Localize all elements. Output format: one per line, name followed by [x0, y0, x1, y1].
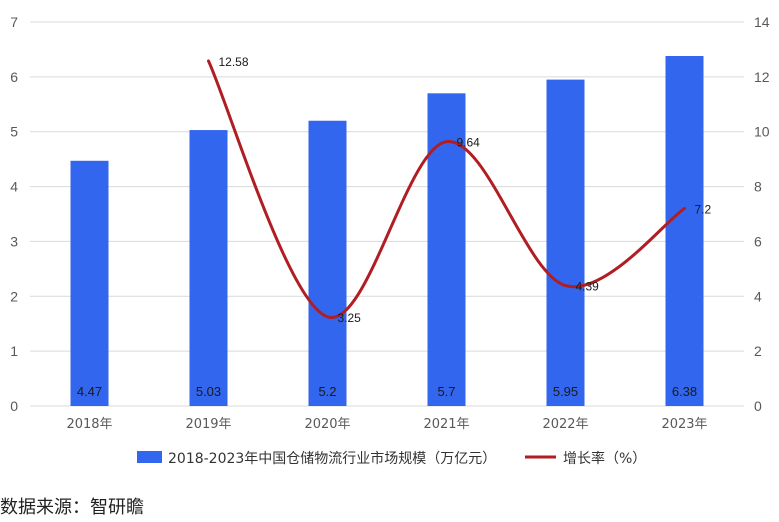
legend-bar-label: 2018-2023年中国仓储物流行业市场规模（万亿元） [168, 450, 496, 467]
x-axis: 2018年 2019年 2020年 2021年 2022年 2023年 [66, 417, 707, 432]
line-value-label: 3.25 [338, 311, 362, 325]
x-tick-label: 2021年 [423, 417, 469, 432]
bar [665, 56, 704, 407]
x-tick-label: 2022年 [542, 417, 588, 432]
y-right-tick-label: 10 [754, 124, 770, 140]
line-value-label: 12.58 [219, 55, 249, 69]
y-right-tick-label: 4 [754, 288, 762, 304]
y-left-tick-label: 0 [10, 398, 18, 414]
bar-value-label: 5.7 [437, 384, 455, 399]
x-tick-label: 2018年 [66, 417, 112, 432]
bar-value-label: 4.47 [77, 384, 102, 399]
y-left-tick-label: 2 [10, 288, 18, 304]
line-series [207, 59, 686, 319]
y-left-tick-label: 5 [10, 124, 18, 140]
y-left-tick-label: 1 [10, 343, 18, 359]
source-note: 数据来源：智研瞻 [0, 497, 144, 518]
y-right-tick-label: 12 [754, 69, 770, 85]
y-axis-right: 0 2 4 6 8 10 12 14 [754, 14, 770, 414]
bar-value-label: 5.2 [318, 384, 336, 399]
growth-rate-line [207, 59, 686, 319]
bar [189, 130, 228, 406]
bar-series [70, 56, 704, 407]
y-right-tick-label: 2 [754, 343, 762, 359]
bar-value-label: 6.38 [672, 384, 697, 399]
data-labels: 4.47 5.03 5.2 5.7 5.95 6.38 12.58 3.25 9.64 4.39 7… [77, 55, 712, 399]
y-left-tick-label: 3 [10, 233, 18, 249]
line-value-label: 7.2 [695, 203, 712, 217]
line-value-label: 4.39 [576, 280, 600, 294]
legend-bar-swatch [137, 451, 162, 463]
x-tick-label: 2023年 [661, 417, 707, 432]
y-left-tick-label: 7 [10, 14, 18, 30]
y-left-tick-label: 6 [10, 69, 18, 85]
bar-value-label: 5.03 [196, 384, 221, 399]
y-right-tick-label: 0 [754, 398, 762, 414]
bar [70, 160, 109, 406]
y-right-tick-label: 14 [754, 14, 770, 30]
x-tick-label: 2019年 [185, 417, 231, 432]
gridlines [30, 21, 744, 407]
y-right-tick-label: 6 [754, 233, 762, 249]
legend-line-label: 增长率（%） [563, 450, 646, 467]
x-tick-label: 2020年 [304, 417, 350, 432]
y-right-tick-label: 8 [754, 179, 762, 195]
bar [546, 79, 585, 406]
bar [308, 120, 347, 406]
y-axis-left: 0 1 2 3 4 5 6 7 [10, 14, 18, 414]
y-left-tick-label: 4 [10, 179, 18, 195]
bar-value-label: 5.95 [553, 384, 578, 399]
line-value-label: 9.64 [457, 136, 481, 150]
legend: 2018-2023年中国仓储物流行业市场规模（万亿元） 增长率（%） [137, 450, 646, 467]
